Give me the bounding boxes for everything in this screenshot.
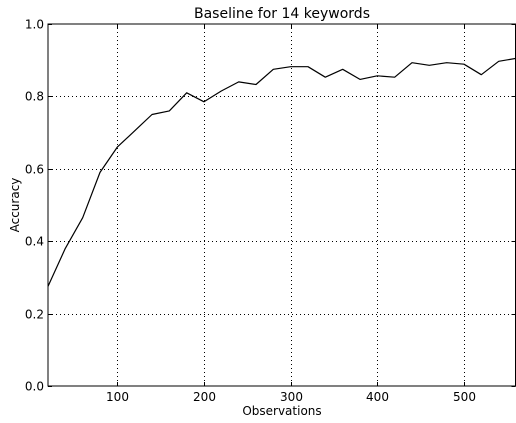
- x-tick-label: 500: [453, 390, 476, 404]
- y-tick-label: 0.2: [25, 308, 44, 322]
- y-axis-label: Accuracy: [8, 178, 22, 233]
- x-tick-label: 300: [280, 390, 303, 404]
- x-tick-label: 100: [106, 390, 129, 404]
- y-tick-label: 0.4: [25, 235, 44, 249]
- grid: [48, 24, 516, 386]
- chart-title: Baseline for 14 keywords: [194, 6, 370, 22]
- series-line: [47, 57, 516, 287]
- series-layer: [47, 57, 516, 287]
- x-tick-label: 200: [193, 390, 216, 404]
- y-tick-label: 0.0: [25, 380, 44, 394]
- plot-frame: [47, 23, 516, 387]
- y-tick-label: 0.6: [25, 163, 44, 177]
- y-tick-label: 0.8: [25, 90, 44, 104]
- x-tick-label: 400: [366, 390, 389, 404]
- y-tick-label: 1.0: [25, 18, 44, 32]
- x-axis-label: Observations: [242, 404, 321, 418]
- ticks: 100 200 300 400 500 0.0 0.2 0.4 0.6 0.8 1.0: [25, 18, 516, 404]
